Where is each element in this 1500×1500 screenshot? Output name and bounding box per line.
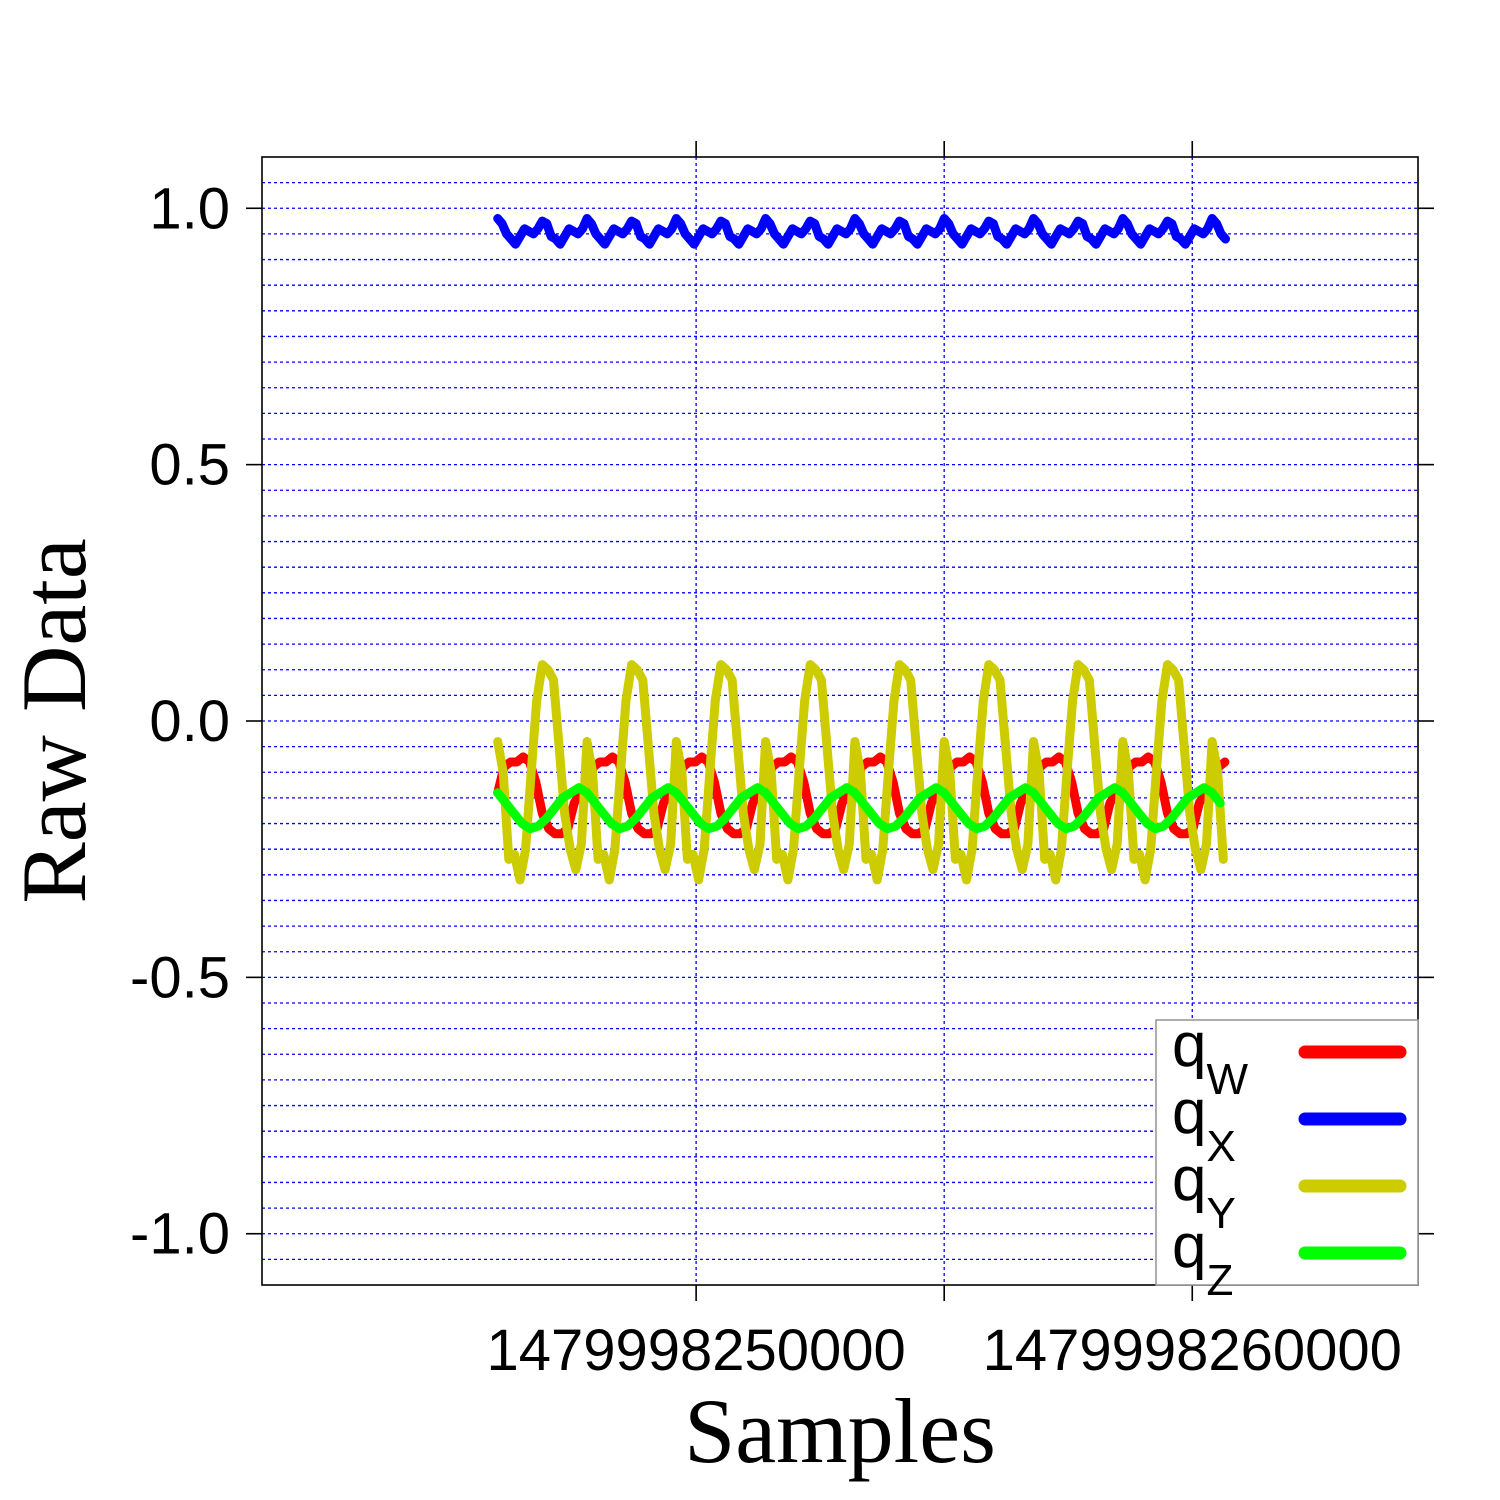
- x-axis-title: Samples: [684, 1380, 996, 1482]
- x-tick-label: 1479998260000: [983, 1318, 1402, 1383]
- y-tick-label: -0.5: [130, 945, 230, 1010]
- y-tick-label: -1.0: [130, 1202, 230, 1267]
- legend-subscript: X: [1206, 1122, 1235, 1171]
- y-tick-label: 0.0: [149, 689, 230, 754]
- legend-subscript: W: [1206, 1055, 1248, 1104]
- legend-subscript: Z: [1206, 1256, 1233, 1305]
- x-tick-label: 1479998250000: [486, 1318, 905, 1383]
- legend-subscript: Y: [1206, 1189, 1235, 1238]
- series-lines: [498, 219, 1226, 880]
- series-line-qX: [498, 219, 1226, 245]
- y-tick-label: 1.0: [149, 176, 230, 241]
- y-tick-label: 0.5: [149, 433, 230, 498]
- y-axis-title: Raw Data: [3, 538, 105, 903]
